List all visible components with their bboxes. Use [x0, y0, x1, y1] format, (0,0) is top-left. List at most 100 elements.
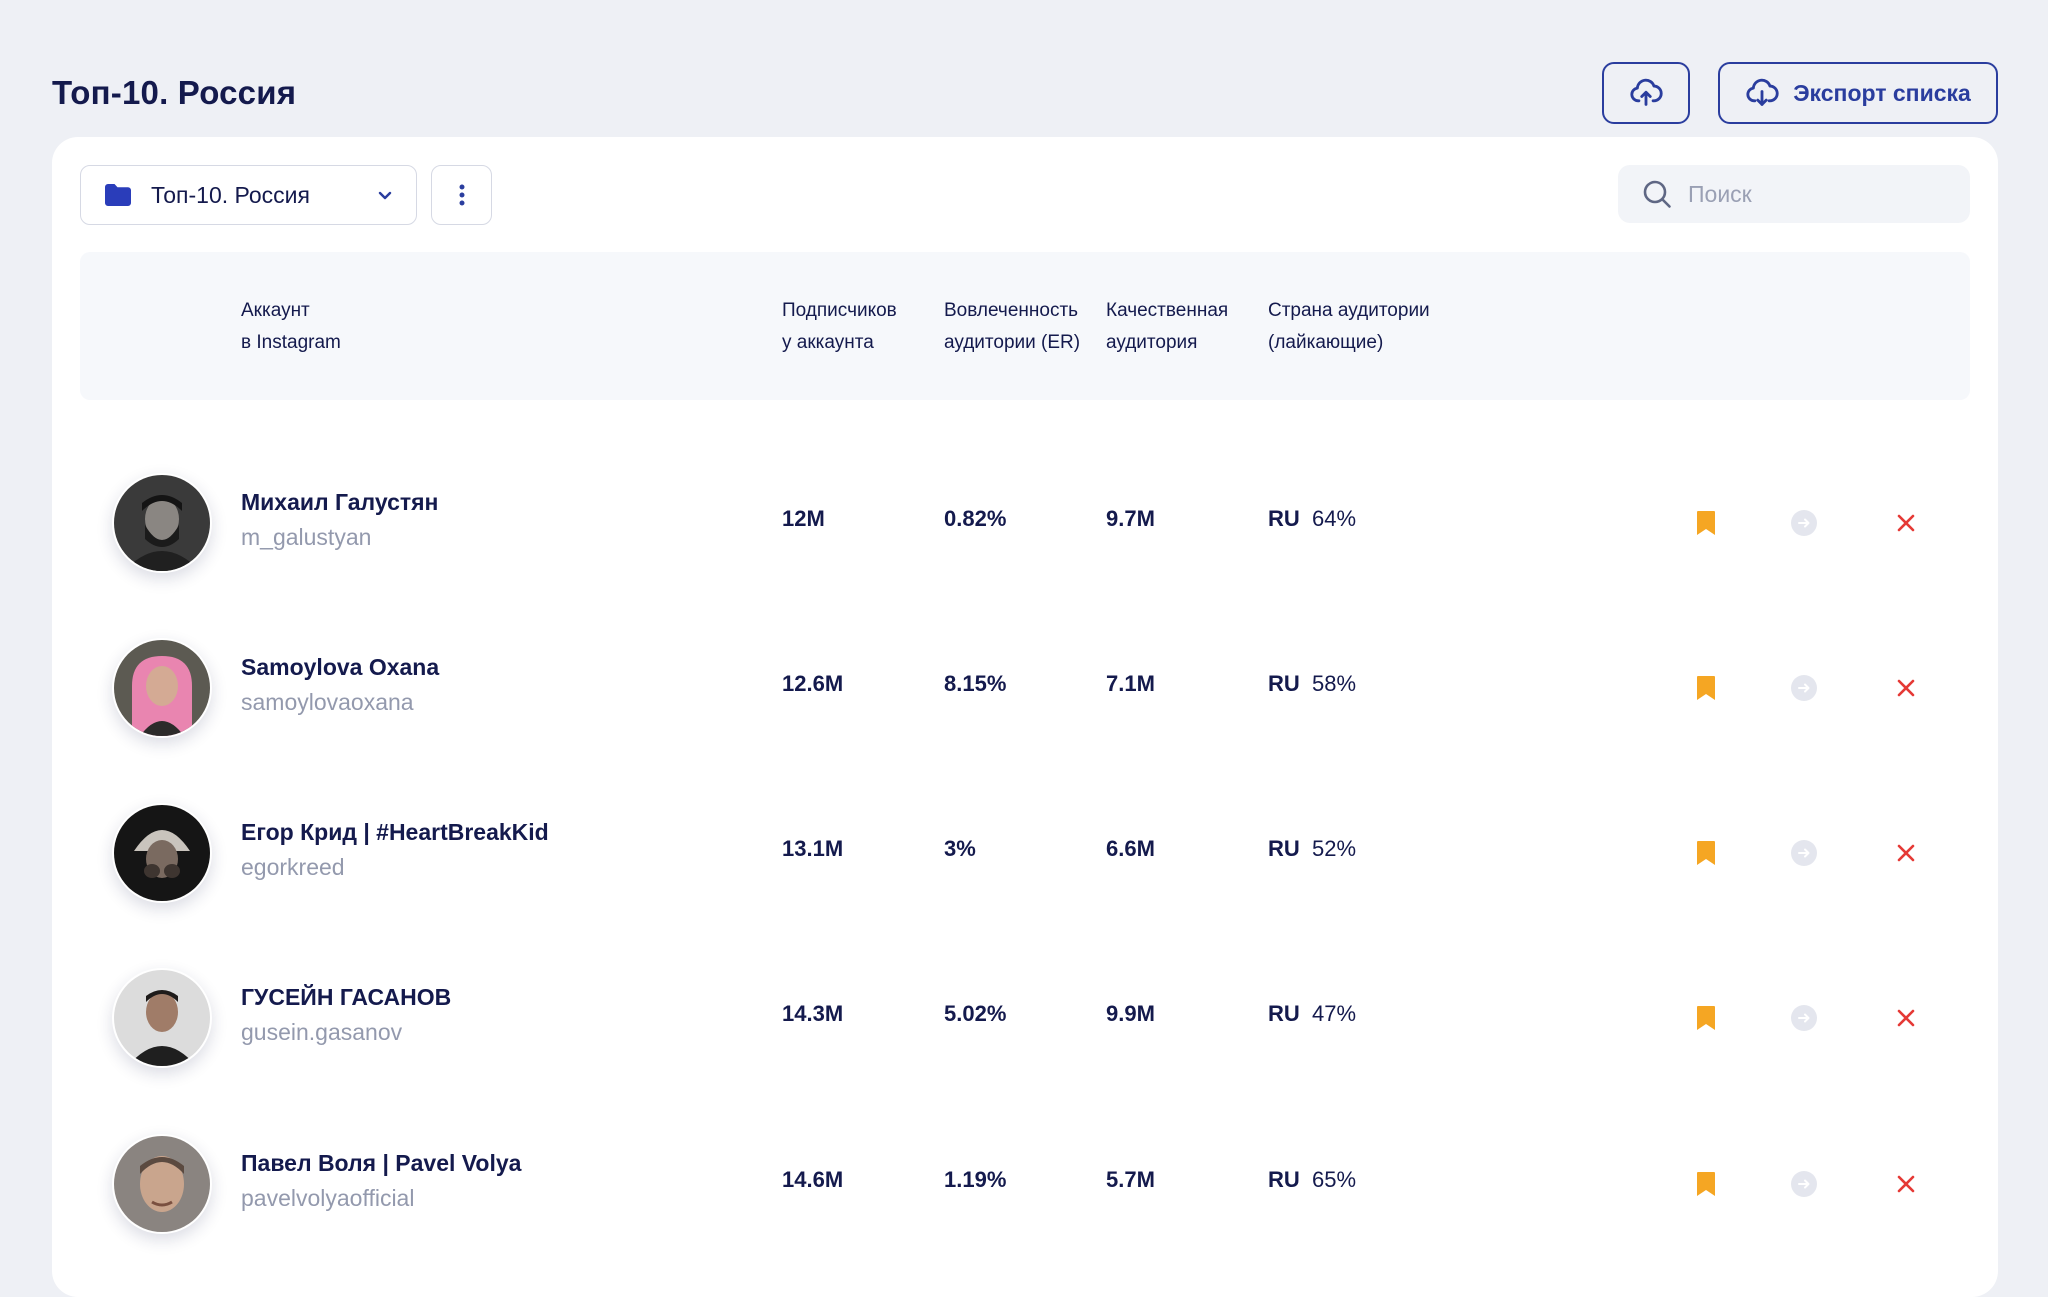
- more-options-button[interactable]: [431, 165, 492, 225]
- engagement-value: 5.02%: [944, 1001, 1007, 1026]
- export-list-label: Экспорт списка: [1793, 79, 1971, 106]
- account-name[interactable]: ГУСЕЙН ГАСАНОВ: [241, 984, 452, 1010]
- remove-button[interactable]: [1890, 507, 1922, 539]
- list-card: Топ-10. Россия Аккаунт в Instagram Подпи…: [52, 137, 1998, 1297]
- vertical-dots-icon: [459, 184, 464, 206]
- account-handle: m_galustyan: [241, 524, 372, 550]
- close-icon: [1897, 1009, 1915, 1027]
- open-account-button[interactable]: [1788, 837, 1820, 869]
- account-name[interactable]: Михаил Галустян: [241, 489, 439, 515]
- country-code: RU: [1268, 1167, 1300, 1192]
- column-header-account: Аккаунт в Instagram: [241, 300, 341, 353]
- bookmark-button[interactable]: [1690, 507, 1722, 539]
- arrow-right-circle-icon: [1791, 675, 1817, 701]
- search-box: [1618, 165, 1970, 223]
- chevron-down-icon: [378, 191, 392, 200]
- close-icon: [1897, 514, 1915, 532]
- open-account-button[interactable]: [1788, 1002, 1820, 1034]
- search-icon: [1643, 180, 1671, 208]
- close-icon: [1897, 679, 1915, 697]
- country-percent: 52%: [1312, 836, 1357, 861]
- table-row[interactable]: Егор Крид | #HeartBreakKid egorkreed 13.…: [52, 793, 1998, 913]
- subscribers-value: 14.6M: [782, 1167, 844, 1192]
- avatar: [112, 1134, 212, 1234]
- page-title: Топ-10. Россия: [52, 74, 297, 111]
- account-name[interactable]: Егор Крид | #HeartBreakKid: [241, 819, 549, 845]
- folder-select-label: Топ-10. Россия: [151, 181, 310, 208]
- bookmark-icon: [1697, 511, 1715, 535]
- arrow-right-circle-icon: [1791, 1171, 1817, 1197]
- search-input[interactable]: [1688, 180, 1948, 208]
- close-icon: [1897, 844, 1915, 862]
- engagement-value: 1.19%: [944, 1167, 1007, 1192]
- country-code: RU: [1268, 836, 1300, 861]
- bookmark-button[interactable]: [1690, 837, 1722, 869]
- bookmark-icon: [1697, 1172, 1715, 1196]
- subscribers-value: 12.6M: [782, 671, 844, 696]
- engagement-value: 3%: [944, 836, 976, 861]
- bookmark-button[interactable]: [1690, 672, 1722, 704]
- avatar: [112, 803, 212, 903]
- page-header: Топ-10. Россия Экспорт списка: [52, 60, 1998, 126]
- table-row[interactable]: Павел Воля | Pavel Volya pavelvolyaoffic…: [52, 1124, 1998, 1244]
- country-code: RU: [1268, 671, 1300, 696]
- arrow-right-circle-icon: [1791, 510, 1817, 536]
- bookmark-button[interactable]: [1690, 1002, 1722, 1034]
- open-account-button[interactable]: [1788, 672, 1820, 704]
- account-handle: gusein.gasanov: [241, 1019, 403, 1045]
- column-header-subscribers: Подписчиков у аккаунта: [782, 300, 897, 353]
- country-percent: 65%: [1312, 1167, 1357, 1192]
- engagement-value: 0.82%: [944, 506, 1007, 531]
- bookmark-icon: [1697, 841, 1715, 865]
- country-percent: 64%: [1312, 506, 1357, 531]
- arrow-right-circle-icon: [1791, 840, 1817, 866]
- quality-audience-value: 7.1M: [1106, 671, 1155, 696]
- arrow-right-circle-icon: [1791, 1005, 1817, 1031]
- country-code: RU: [1268, 506, 1300, 531]
- folder-select[interactable]: Топ-10. Россия: [80, 165, 417, 225]
- column-header-audience-country: Страна аудитории (лайкающие): [1268, 300, 1430, 353]
- quality-audience-value: 9.9M: [1106, 1001, 1155, 1026]
- account-handle: pavelvolyaofficial: [241, 1185, 415, 1211]
- cloud-download-icon: [1746, 78, 1779, 106]
- export-list-button[interactable]: Экспорт списка: [1718, 62, 1998, 124]
- remove-button[interactable]: [1890, 1002, 1922, 1034]
- avatar: [112, 638, 212, 738]
- column-header-quality-audience: Качественная аудитория: [1106, 300, 1229, 353]
- country-percent: 47%: [1312, 1001, 1357, 1026]
- remove-button[interactable]: [1890, 672, 1922, 704]
- bookmark-button[interactable]: [1690, 1168, 1722, 1200]
- remove-button[interactable]: [1890, 837, 1922, 869]
- bookmark-icon: [1697, 1006, 1715, 1030]
- close-icon: [1897, 1175, 1915, 1193]
- account-handle: egorkreed: [241, 854, 345, 880]
- toolbar: Топ-10. Россия: [80, 165, 1970, 225]
- upload-button[interactable]: [1602, 62, 1690, 124]
- table-row[interactable]: Samoylova Oxana samoylovaoxana 12.6M 8.1…: [52, 628, 1998, 748]
- folder-icon: [105, 184, 131, 206]
- column-header-engagement: Вовлеченность аудитории (ER): [944, 300, 1081, 353]
- table-row[interactable]: Михаил Галустян m_galustyan 12M 0.82% 9.…: [52, 463, 1998, 583]
- country-percent: 58%: [1312, 671, 1357, 696]
- quality-audience-value: 5.7M: [1106, 1167, 1155, 1192]
- country-code: RU: [1268, 1001, 1300, 1026]
- open-account-button[interactable]: [1788, 1168, 1820, 1200]
- table-header: Аккаунт в Instagram Подписчиков у аккаун…: [80, 252, 1970, 400]
- header-actions: Экспорт списка: [1602, 62, 1998, 124]
- account-name[interactable]: Павел Воля | Pavel Volya: [241, 1150, 522, 1176]
- table-row[interactable]: ГУСЕЙН ГАСАНОВ gusein.gasanov 14.3M 5.02…: [52, 958, 1998, 1078]
- avatar: [112, 473, 212, 573]
- open-account-button[interactable]: [1788, 507, 1820, 539]
- subscribers-value: 12M: [782, 506, 825, 531]
- subscribers-value: 14.3M: [782, 1001, 844, 1026]
- quality-audience-value: 6.6M: [1106, 836, 1155, 861]
- remove-button[interactable]: [1890, 1168, 1922, 1200]
- subscribers-value: 13.1M: [782, 836, 844, 861]
- bookmark-icon: [1697, 676, 1715, 700]
- quality-audience-value: 9.7M: [1106, 506, 1155, 531]
- cloud-upload-icon: [1630, 78, 1663, 106]
- account-name[interactable]: Samoylova Oxana: [241, 654, 440, 680]
- account-handle: samoylovaoxana: [241, 689, 414, 715]
- engagement-value: 8.15%: [944, 671, 1007, 696]
- avatar: [112, 968, 212, 1068]
